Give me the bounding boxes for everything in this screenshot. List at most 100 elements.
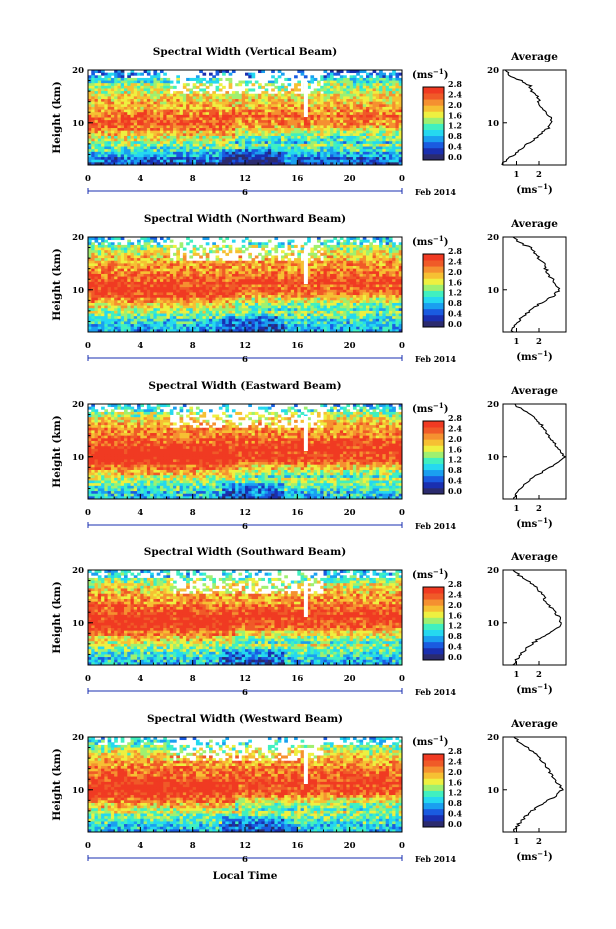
heatmap-cell <box>267 146 272 150</box>
heatmap-cell <box>277 287 282 291</box>
heatmap-cell <box>231 114 236 118</box>
heatmap-cell <box>245 276 249 280</box>
heatmap-cell <box>110 85 115 89</box>
heatmap-cell <box>323 80 328 84</box>
heatmap-cell <box>336 273 341 277</box>
heatmap-cell <box>280 146 285 150</box>
heatmap-cell <box>294 159 298 163</box>
heatmap-cell <box>310 151 315 155</box>
heatmap-cell <box>235 138 239 142</box>
heatmap-cell <box>349 273 354 277</box>
heatmap-cell <box>398 266 403 270</box>
heatmap-cell <box>88 91 92 95</box>
heatmap-cell <box>163 77 167 81</box>
heatmap-cell <box>117 242 122 246</box>
heatmap-cell <box>310 276 315 280</box>
heatmap-cell <box>159 96 164 100</box>
heatmap-cell <box>307 258 311 262</box>
heatmap-cell <box>245 88 249 92</box>
heatmap-cell <box>192 120 197 124</box>
heatmap-cell <box>173 271 177 275</box>
heatmap-cell <box>88 122 92 126</box>
heatmap-cell <box>392 141 396 145</box>
heatmap-cell <box>104 117 109 121</box>
heatmap-cell <box>356 287 360 291</box>
heatmap-cell <box>140 93 144 97</box>
heatmap-cell <box>398 125 403 129</box>
heatmap-cell <box>114 255 118 259</box>
heatmap-cell <box>205 85 210 89</box>
heatmap-cell <box>313 252 318 256</box>
heatmap-cell <box>375 237 380 241</box>
heatmap-cell <box>153 162 158 166</box>
heatmap-cell <box>97 130 102 134</box>
heatmap-cell <box>166 114 171 118</box>
heatmap-cell <box>316 292 321 296</box>
heatmap-cell <box>375 146 380 150</box>
heatmap-cell <box>123 112 128 116</box>
y-tick-label: 20 <box>72 66 84 76</box>
heatmap-cell <box>274 135 279 140</box>
heatmap-cell <box>110 287 115 291</box>
heatmap-cell <box>163 151 167 155</box>
heatmap-cell <box>179 106 184 110</box>
heatmap-cell <box>372 70 377 74</box>
heatmap-cell <box>182 151 187 155</box>
heatmap-cell <box>241 154 246 158</box>
heatmap-cell <box>91 122 95 126</box>
heatmap-cell <box>225 281 230 285</box>
heatmap-cell <box>114 287 118 291</box>
heatmap-cell <box>205 91 210 95</box>
heatmap-cell <box>375 143 380 147</box>
heatmap-cell <box>231 284 236 288</box>
heatmap-cell <box>343 135 347 140</box>
heatmap-cell <box>356 250 360 254</box>
heatmap-cell <box>127 276 131 280</box>
heatmap-cell <box>267 135 272 140</box>
heatmap-cell <box>133 91 138 95</box>
heatmap-cell <box>166 258 171 262</box>
heatmap-cell <box>140 85 144 89</box>
heatmap-cell <box>133 141 138 145</box>
heatmap-cell <box>313 255 318 259</box>
heatmap-cell <box>235 289 239 293</box>
heatmap-cell <box>261 106 266 110</box>
heatmap-cell <box>101 72 105 76</box>
heatmap-cell <box>310 263 315 267</box>
heatmap-cell <box>280 128 285 132</box>
heatmap-cell <box>143 271 148 275</box>
heatmap-cell <box>182 141 187 145</box>
heatmap-cell <box>133 247 138 251</box>
heatmap-cell <box>94 284 99 288</box>
heatmap-cell <box>182 154 187 158</box>
heatmap-cell <box>349 88 354 92</box>
heatmap-cell <box>398 287 403 291</box>
heatmap-cell <box>222 133 226 137</box>
heatmap-cell <box>290 266 295 270</box>
heatmap-cell <box>395 128 400 132</box>
heatmap-cell <box>333 96 337 100</box>
heatmap-cell <box>110 271 115 275</box>
heatmap-cell <box>225 122 230 126</box>
heatmap-cell <box>153 91 158 95</box>
heatmap-cell <box>146 70 151 74</box>
heatmap-cell <box>388 138 393 142</box>
heatmap-cell <box>362 252 367 256</box>
heatmap-cell <box>310 106 315 110</box>
heatmap-cell <box>186 149 190 153</box>
heatmap-cell <box>356 271 360 275</box>
heatmap-cell <box>346 247 351 251</box>
heatmap-cell <box>166 106 171 110</box>
heatmap-cell <box>114 101 118 105</box>
heatmap-cell <box>101 141 105 145</box>
heatmap-cell <box>123 271 128 275</box>
heatmap-cell <box>238 112 243 116</box>
heatmap-cell <box>179 276 184 280</box>
heatmap-cell <box>169 101 174 105</box>
heatmap-cell <box>133 128 138 132</box>
heatmap-cell <box>300 266 305 270</box>
heatmap-cell <box>290 151 295 155</box>
heatmap-cell <box>156 109 161 113</box>
heatmap-cell <box>356 151 360 155</box>
heatmap-cell <box>176 281 180 285</box>
